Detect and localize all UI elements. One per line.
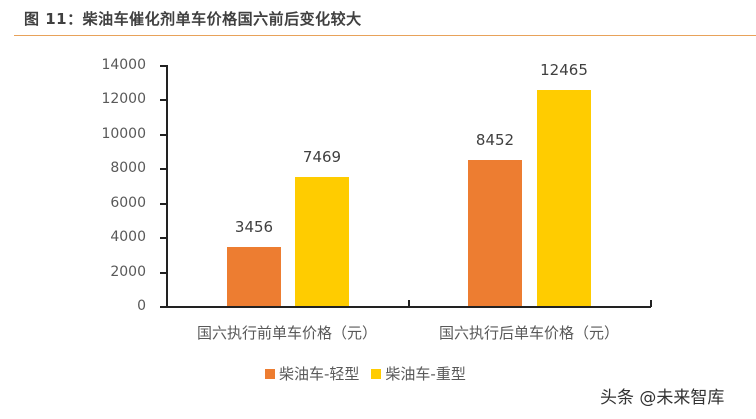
y-tick	[160, 168, 167, 170]
bar-light-after	[468, 160, 522, 306]
y-tick	[160, 237, 167, 239]
data-label: 3456	[234, 218, 274, 236]
y-tick	[160, 203, 167, 205]
data-label: 8452	[475, 131, 515, 149]
y-tick-label: 14000	[101, 57, 146, 73]
y-tick	[160, 272, 167, 274]
x-tick	[650, 300, 652, 307]
x-tick	[408, 300, 410, 307]
data-label: 12465	[540, 61, 588, 79]
category-label: 国六执行前单车价格（元）	[196, 324, 377, 342]
y-tick-label: 6000	[110, 195, 146, 211]
y-tick-label: 12000	[101, 91, 146, 107]
y-tick-label: 8000	[110, 160, 146, 176]
y-tick-label: 2000	[110, 264, 146, 280]
legend-item-light: 柴油车-轻型	[265, 363, 359, 384]
y-tick-label: 0	[137, 298, 146, 314]
bar-light-before	[227, 247, 281, 306]
bar-heavy-after	[537, 90, 591, 306]
legend: 柴油车-轻型 柴油车-重型	[265, 363, 466, 384]
y-tick-label: 4000	[110, 229, 146, 245]
legend-item-heavy: 柴油车-重型	[371, 363, 466, 384]
y-tick	[160, 99, 167, 101]
legend-swatch-yellow	[371, 368, 382, 379]
y-axis	[166, 65, 168, 307]
legend-swatch-orange	[265, 368, 275, 379]
y-tick	[160, 65, 167, 67]
bar-heavy-before	[295, 177, 349, 306]
y-tick	[160, 134, 167, 136]
x-axis	[160, 306, 651, 308]
title-divider	[14, 35, 756, 36]
data-label: 7469	[302, 148, 342, 166]
legend-label: 柴油车-轻型	[279, 365, 360, 383]
y-tick-label: 10000	[101, 126, 146, 142]
category-label: 国六执行后单车价格（元）	[438, 324, 619, 342]
watermark: 头条 @未来智库	[600, 388, 725, 408]
legend-label: 柴油车-重型	[385, 365, 466, 383]
chart-title: 图 11：柴油车催化剂单车价格国六前后变化较大	[24, 10, 362, 28]
